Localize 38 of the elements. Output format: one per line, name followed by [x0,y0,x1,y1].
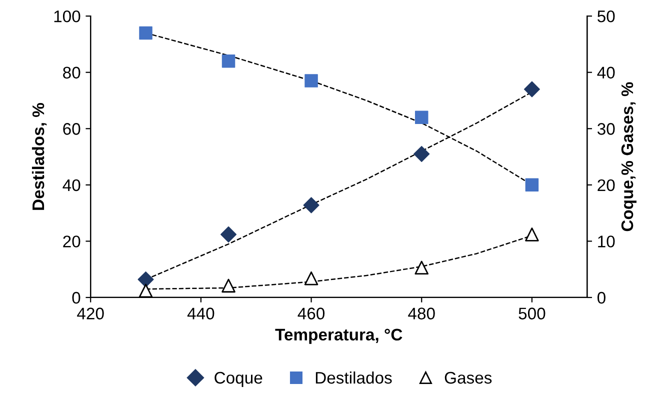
y-tick-label: 0 [72,292,80,304]
x-tick-label: 440 [187,308,214,320]
point [138,284,153,298]
point [525,178,539,192]
legend-label: Coque [214,372,262,387]
point [525,228,539,242]
y-tick-label: 100 [54,10,80,22]
x-tick-label: 420 [77,308,104,320]
x-tick-label: 460 [298,308,325,320]
y-tick-label: 40 [62,179,80,192]
legend-label: Gases [444,372,492,384]
point [414,146,430,162]
x-tick-label: 500 [518,308,546,320]
x-tick-label: 480 [408,308,435,320]
y2-tick-label: 40 [597,66,615,79]
y2-axis-title: Coque,% Gases, % [621,82,636,232]
point [220,226,237,242]
y-axis-title: Destilados, % [32,103,47,210]
y2-tick-label: 20 [598,179,615,192]
y-tick-label: 80 [63,66,80,79]
point [414,260,429,275]
point [139,26,152,40]
y2-tick-label: 0 [598,292,606,304]
point [304,271,318,286]
point [138,271,154,288]
y-tick-label: 20 [63,236,80,248]
point [304,74,318,88]
x-axis-title: Temperatura, °C [275,328,402,344]
legend-label: Destilados [316,371,392,384]
point [222,54,236,68]
point [222,278,236,293]
y-tick-label: 60 [63,123,80,135]
y2-tick-label: 10 [598,236,615,248]
point [524,81,540,98]
point [414,110,428,124]
y2-tick-label: 30 [597,123,615,135]
point [303,197,320,214]
y2-tick-label: 50 [598,10,615,22]
